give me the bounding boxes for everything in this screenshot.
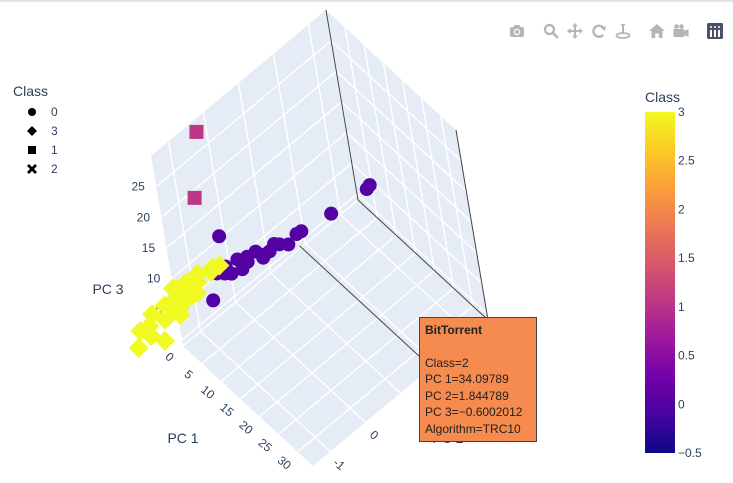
marker-class-0 — [281, 237, 296, 252]
pc1-tick-label: 5 — [182, 367, 196, 382]
colorbar-tick-label: 1.5 — [678, 251, 695, 265]
marker-class-3 — [202, 258, 223, 279]
legend-item-class-1[interactable]: 1 — [13, 140, 58, 159]
orbit-rotation-button[interactable] — [589, 21, 609, 41]
pc1-tick-label: 0 — [163, 349, 177, 364]
pc3-tick-label: 15 — [142, 241, 156, 255]
pan-icon — [567, 23, 583, 39]
last-saved-camera-button[interactable] — [671, 21, 691, 41]
pc1-tick-label: 10 — [198, 383, 217, 403]
marker-class-0 — [294, 224, 309, 239]
colorbar-tick-label: 3 — [678, 105, 685, 119]
scene-edges — [325, 9, 489, 321]
colorbar-tick-label: 1 — [678, 300, 685, 314]
marker-class-0 — [212, 229, 227, 244]
marker-class-3 — [187, 263, 208, 284]
colorbar-tick-label: 0 — [678, 397, 685, 411]
marker-class-3 — [142, 304, 163, 325]
pc1-tick-label: 30 — [275, 453, 294, 473]
legend-item-label: 3 — [51, 123, 58, 138]
pc2-tick-label: -1 — [330, 456, 347, 474]
plotly-logo-icon — [707, 23, 723, 39]
marker-class-1 — [187, 190, 202, 205]
hover-tooltip: BitTorrent Class=2 PC 1=34.09789 PC 2=1.… — [419, 317, 537, 442]
colorbar-title: Class — [645, 89, 680, 105]
colorbar-tick-label: 2 — [678, 202, 685, 216]
grid-line-pc2 — [167, 141, 331, 452]
legend-title: Class — [13, 83, 49, 99]
pc3-axis-title: PC 3 — [92, 281, 123, 297]
pc2-back-wall — [326, 10, 488, 320]
zoom-button[interactable] — [541, 21, 561, 41]
grid-line-pc2 — [272, 53, 436, 365]
marker-class-0 — [240, 249, 255, 264]
spike-line — [299, 245, 431, 367]
legend: Class 0 3 1 2 — [13, 83, 58, 178]
legend-item-label: 1 — [51, 142, 58, 157]
marker-class-0 — [324, 206, 339, 221]
marker-class-3 — [175, 273, 196, 294]
scene-edge — [455, 129, 489, 321]
modebar — [503, 21, 725, 41]
orbit-icon — [592, 24, 606, 38]
grid-line-pc2 — [307, 24, 471, 336]
marker-class-0 — [359, 182, 374, 197]
colorbar-gradient — [645, 112, 675, 453]
pc1-tick-label: 25 — [256, 436, 275, 456]
legend-item-label: 2 — [51, 161, 58, 176]
marker-class-3 — [187, 283, 208, 304]
tooltip-line-class: Class=2 — [425, 355, 469, 370]
tooltip-line-pc1: PC 1=34.09789 — [425, 372, 509, 386]
diamond-marker-icon — [27, 125, 37, 136]
plotly-logo-button[interactable] — [705, 21, 725, 41]
circle-marker-icon — [28, 107, 36, 116]
video-camera-icon — [673, 24, 689, 37]
turntable-icon — [615, 24, 631, 39]
grid-line-pc2 — [237, 82, 401, 394]
scene-edge — [325, 9, 359, 201]
pc1-tick-label: 15 — [217, 400, 236, 420]
pc1-tick-label: 20 — [236, 418, 255, 438]
square-marker-icon — [28, 145, 36, 154]
grid-line-pc2 — [202, 112, 366, 423]
scene-edge — [357, 199, 489, 321]
legend-item-class-3[interactable]: 3 — [13, 121, 58, 140]
marker-class-0 — [256, 250, 271, 265]
legend-item-label: 0 — [51, 104, 58, 119]
pan-button[interactable] — [565, 21, 585, 41]
marker-class-0 — [206, 293, 221, 308]
download-plot-button[interactable] — [507, 21, 527, 41]
marker-class-1 — [189, 124, 204, 139]
home-icon — [649, 24, 665, 38]
pc2-tick-label: 0 — [367, 428, 381, 443]
turntable-rotation-button[interactable] — [613, 21, 633, 41]
colorbar-tick-label: 0.5 — [678, 349, 695, 363]
x-marker-icon — [27, 163, 37, 174]
tooltip-line-pc3: PC 3=−0.6002012 — [425, 405, 523, 419]
reset-camera-button[interactable] — [647, 21, 667, 41]
legend-item-class-0[interactable]: 0 — [13, 102, 58, 121]
zoom-icon — [543, 23, 559, 39]
top-border — [0, 0, 733, 3]
tooltip-line-pc2: PC 2=1.844789 — [425, 388, 509, 403]
colorbar-tick-label: −0.5 — [678, 446, 702, 460]
pc1-axis-title: PC 1 — [167, 430, 198, 446]
pc3-tick-label: 20 — [137, 210, 151, 224]
tooltip-title: BitTorrent — [425, 323, 483, 337]
pc3-tick-label: 25 — [131, 180, 145, 194]
marker-class-3 — [128, 338, 149, 358]
data-markers — [128, 124, 441, 377]
colorbar-tick-label: 2.5 — [678, 154, 695, 168]
camera-icon — [510, 25, 524, 37]
pc3-tick-label: 10 — [147, 272, 161, 286]
legend-item-class-2[interactable]: 2 — [13, 159, 58, 178]
tooltip-line-algorithm: Algorithm=TRC10 — [425, 421, 521, 436]
